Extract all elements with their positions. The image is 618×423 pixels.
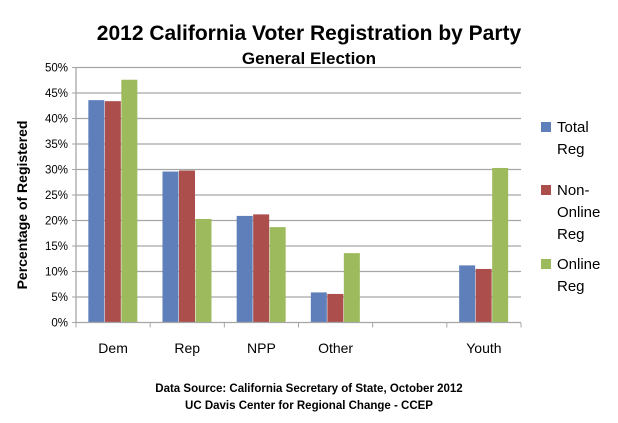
- bar: [475, 268, 492, 323]
- bar: [88, 100, 105, 323]
- bar: [179, 170, 195, 323]
- legend-item: Total Reg: [541, 119, 589, 158]
- y-tick-label: 40%: [45, 114, 68, 126]
- legend-label: Reg: [557, 226, 585, 243]
- bar: [121, 79, 138, 323]
- bar: [162, 171, 179, 323]
- x-tick-label: Rep: [174, 340, 200, 356]
- legend-label: Total: [557, 119, 589, 136]
- y-tick-label: 35%: [45, 139, 68, 151]
- legend-swatch: [541, 259, 551, 269]
- bar: [327, 293, 344, 323]
- data-source-note: Data Source: California Secretary of Sta…: [155, 383, 462, 395]
- y-tick-label: 30%: [45, 165, 68, 177]
- legend-label: Non-: [557, 182, 590, 199]
- x-tick-label: Dem: [98, 340, 128, 356]
- legend-label: Reg: [557, 278, 585, 295]
- y-tick-labels: 0% 5% 10% 15% 20% 25% 30% 35% 40% 45% 50%: [45, 63, 68, 330]
- legend-swatch: [541, 122, 551, 132]
- y-tick-label: 50%: [45, 63, 68, 75]
- legend-item: Online Reg: [541, 256, 600, 295]
- x-tick-label: NPP: [247, 340, 276, 356]
- bar: [269, 227, 286, 323]
- legend-label: Online: [557, 204, 600, 221]
- legend-swatch: [541, 185, 551, 195]
- legend-label: Online: [557, 256, 600, 273]
- y-tick-label: 25%: [45, 190, 68, 202]
- chart-subtitle: General Election: [242, 49, 376, 68]
- bar: [104, 101, 121, 323]
- axes: [75, 67, 522, 328]
- y-tick-label: 20%: [45, 216, 68, 228]
- bar: [310, 292, 327, 323]
- y-tick-label: 10%: [45, 267, 68, 279]
- legend: Total Reg Non- Online Reg Online Reg: [541, 119, 600, 295]
- bar: [253, 214, 270, 323]
- legend-item: Non- Online Reg: [541, 182, 600, 243]
- x-tick-label: Other: [318, 340, 353, 356]
- bar: [343, 253, 360, 323]
- y-tick-label: 0%: [51, 318, 68, 330]
- y-tick-label: 45%: [45, 88, 68, 100]
- x-tick-labels: Dem Rep NPP Other Youth: [98, 340, 501, 356]
- bar: [195, 218, 212, 323]
- bar: [236, 215, 253, 323]
- y-tick-label: 5%: [51, 292, 68, 304]
- y-axis-label: Percentage of Registered: [14, 121, 30, 290]
- y-tick-label: 15%: [45, 241, 68, 253]
- chart-title: 2012 California Voter Registration by Pa…: [97, 22, 522, 45]
- legend-label: Reg: [557, 141, 585, 158]
- bar: [459, 265, 476, 323]
- credit-note: UC Davis Center for Regional Change - CC…: [185, 400, 433, 412]
- bars: [88, 79, 509, 323]
- x-tick-label: Youth: [466, 340, 501, 356]
- gridlines: [72, 66, 521, 323]
- bar: [492, 167, 509, 323]
